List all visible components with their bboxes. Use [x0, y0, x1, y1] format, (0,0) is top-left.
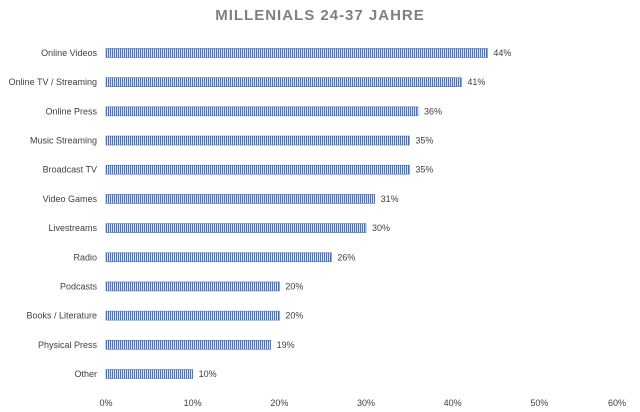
bar-online-press	[105, 106, 419, 117]
x-tick-label: 40%	[444, 398, 462, 408]
category-label: Broadcast TV	[43, 165, 97, 175]
bar-other	[105, 369, 193, 379]
category-label: Books / Literature	[26, 311, 97, 321]
data-label: 10%	[199, 369, 217, 379]
x-tick-label: 0%	[99, 398, 112, 408]
data-label: 26%	[337, 252, 355, 262]
bar-broadcast-tv	[105, 164, 410, 175]
category-label: Online Videos	[41, 48, 97, 58]
chart-title: MILLENIALS 24-37 JAHRE	[215, 7, 425, 24]
category-label: Online Press	[45, 106, 97, 116]
data-label: 36%	[424, 106, 442, 116]
bar-radio	[105, 252, 332, 263]
bar-physical-press	[105, 340, 271, 350]
data-labels: 44% 41% 36% 35% 35% 31% 30% 26% 20% 20% 19% 10%	[199, 48, 512, 379]
bar-music-streaming	[105, 135, 410, 146]
data-label: 44%	[493, 48, 511, 58]
category-labels: Online Videos Online TV / Streaming Online…	[9, 48, 98, 379]
category-label: Online TV / Streaming	[9, 77, 97, 87]
data-label: 20%	[285, 281, 303, 291]
category-label: Other	[74, 369, 97, 379]
x-tick-label: 30%	[357, 398, 375, 408]
category-label: Radio	[73, 252, 97, 262]
data-label: 35%	[415, 136, 433, 146]
x-axis-ticks: 0% 10% 20% 30% 40% 50% 60%	[99, 398, 626, 408]
data-label: 35%	[415, 165, 433, 175]
x-tick-label: 10%	[184, 398, 202, 408]
x-tick-label: 50%	[530, 398, 548, 408]
x-tick-label: 20%	[270, 398, 288, 408]
data-label: 19%	[277, 340, 295, 350]
data-label: 41%	[467, 77, 485, 87]
x-tick-label: 60%	[608, 398, 626, 408]
category-label: Livestreams	[48, 223, 97, 233]
data-label: 20%	[285, 311, 303, 321]
category-label: Music Streaming	[30, 136, 97, 146]
bar-livestreams	[105, 223, 367, 233]
bar-books-literature	[105, 310, 280, 321]
data-label: 30%	[372, 223, 390, 233]
bar-video-games	[105, 194, 375, 204]
bar-online-videos	[105, 48, 488, 58]
bar-online-tv-streaming	[105, 77, 462, 87]
category-label: Physical Press	[38, 340, 98, 350]
bar-podcasts	[105, 281, 280, 292]
category-label: Podcasts	[60, 281, 98, 291]
category-label: Video Games	[43, 194, 98, 204]
data-label: 31%	[381, 194, 399, 204]
bar-group	[105, 48, 488, 379]
